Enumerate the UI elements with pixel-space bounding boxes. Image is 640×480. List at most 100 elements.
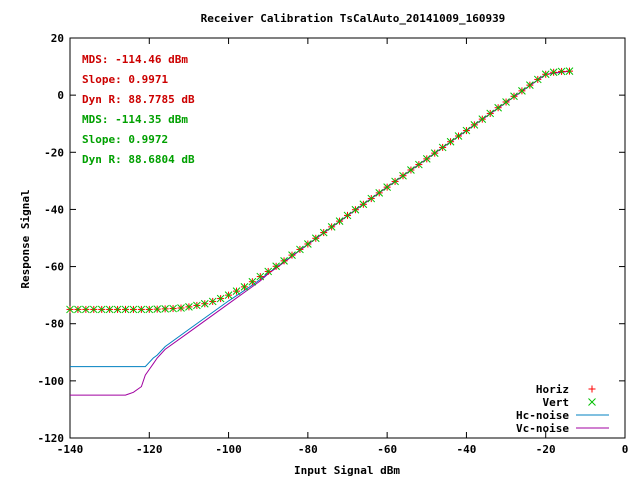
series-vert-point bbox=[240, 283, 249, 291]
marker-stroke bbox=[454, 132, 463, 140]
series-vert-point bbox=[311, 234, 320, 243]
marker-stroke bbox=[327, 223, 336, 231]
plot-frame bbox=[69, 37, 626, 439]
series-vert-point bbox=[367, 194, 376, 203]
marker-stroke bbox=[224, 291, 233, 299]
marker-stroke bbox=[280, 257, 288, 265]
series-vert-point bbox=[557, 67, 566, 76]
marker-stroke bbox=[510, 92, 518, 101]
marker-stroke bbox=[89, 305, 98, 314]
marker-stroke bbox=[216, 294, 225, 303]
series-vert-point bbox=[351, 205, 360, 214]
series-vert-point bbox=[121, 305, 130, 314]
series-vert-point bbox=[541, 70, 550, 79]
series-vert-point bbox=[359, 200, 368, 209]
marker-stroke bbox=[367, 194, 376, 203]
series-vert-point bbox=[216, 294, 225, 303]
series-vert-point bbox=[161, 305, 169, 313]
marker-stroke bbox=[399, 171, 407, 180]
marker-stroke bbox=[177, 304, 185, 312]
x-tick-label: -20 bbox=[536, 443, 556, 456]
marker-stroke bbox=[232, 287, 241, 295]
x-tick-label: -100 bbox=[215, 443, 242, 456]
y-tick-label: 20 bbox=[51, 32, 64, 45]
marker-stroke bbox=[311, 234, 320, 243]
marker-stroke bbox=[588, 398, 596, 406]
series-vert-point bbox=[145, 305, 154, 314]
marker-stroke bbox=[343, 211, 352, 220]
marker-stroke bbox=[169, 304, 177, 313]
marker-stroke bbox=[121, 305, 130, 314]
marker-stroke bbox=[383, 183, 391, 191]
annotation-text: Dyn R: 88.6804 dB bbox=[82, 153, 195, 166]
series-vert-point bbox=[89, 305, 98, 314]
marker-stroke bbox=[422, 155, 431, 163]
marker-stroke bbox=[153, 305, 162, 313]
marker-stroke bbox=[137, 305, 146, 314]
series-vert-point bbox=[113, 305, 122, 314]
series-vert-point bbox=[335, 217, 344, 225]
series-vert-point bbox=[438, 143, 447, 152]
series-vert-point bbox=[533, 75, 542, 84]
x-tick-label: -120 bbox=[136, 443, 163, 456]
annotation-text: Dyn R: 88.7785 dB bbox=[82, 93, 195, 106]
series-vert-point bbox=[248, 277, 257, 286]
legend-label: Hc-noise bbox=[516, 409, 569, 422]
series-vert-point bbox=[526, 81, 534, 89]
series-vert-point bbox=[169, 304, 177, 313]
marker-stroke bbox=[486, 109, 495, 118]
series-vert-point bbox=[470, 121, 479, 129]
marker-stroke bbox=[200, 299, 209, 308]
y-tick-label: -80 bbox=[44, 318, 64, 331]
series-vert-point bbox=[185, 303, 193, 311]
marker-stroke bbox=[462, 126, 471, 135]
marker-stroke bbox=[541, 70, 550, 79]
marker-stroke bbox=[502, 98, 510, 106]
x-tick-label: -60 bbox=[377, 443, 397, 456]
series-vert-point bbox=[129, 305, 138, 314]
annotation-text: MDS: -114.35 dBm bbox=[82, 113, 188, 126]
y-tick-label: -100 bbox=[38, 375, 65, 388]
series-vert-point bbox=[510, 92, 518, 101]
series-vert-point bbox=[494, 103, 502, 112]
marker-stroke bbox=[470, 121, 479, 129]
series-vert-point bbox=[97, 305, 106, 314]
series-vert-point bbox=[288, 251, 296, 259]
marker-stroke bbox=[248, 277, 257, 286]
series-vert-point bbox=[343, 211, 352, 220]
series-vert-point bbox=[399, 171, 407, 180]
marker-stroke bbox=[161, 305, 169, 313]
series-vert-point bbox=[422, 155, 431, 163]
series-vert-point bbox=[296, 245, 304, 254]
marker-stroke bbox=[494, 103, 502, 112]
series-vert-point bbox=[74, 305, 82, 314]
series-vert-point bbox=[565, 67, 574, 75]
series-vert-point bbox=[319, 228, 328, 237]
marker-stroke bbox=[375, 189, 384, 197]
series-vert-point bbox=[66, 305, 74, 314]
series-vert-point bbox=[446, 137, 455, 146]
marker-stroke bbox=[145, 305, 154, 314]
marker-stroke bbox=[193, 301, 201, 310]
marker-stroke bbox=[430, 149, 439, 157]
chart-title: Receiver Calibration TsCalAuto_20141009_… bbox=[201, 12, 506, 25]
marker-stroke bbox=[359, 200, 368, 209]
series-vert-point bbox=[478, 115, 487, 123]
legend-swatch-marker bbox=[588, 385, 596, 393]
series-vert-point bbox=[486, 109, 495, 118]
series-vert-point bbox=[407, 166, 415, 174]
series-vert-point bbox=[462, 126, 471, 135]
marker-stroke bbox=[557, 67, 566, 76]
marker-stroke bbox=[351, 205, 360, 214]
series-vert-point bbox=[375, 189, 384, 197]
marker-stroke bbox=[74, 305, 82, 314]
x-axis-label: Input Signal dBm bbox=[294, 464, 400, 477]
series-vert-point bbox=[137, 305, 146, 314]
series-vert-point bbox=[224, 291, 233, 299]
series-vert-point bbox=[193, 301, 201, 310]
marker-stroke bbox=[288, 251, 296, 259]
marker-stroke bbox=[129, 305, 138, 314]
legend-label: Horiz bbox=[536, 383, 569, 396]
